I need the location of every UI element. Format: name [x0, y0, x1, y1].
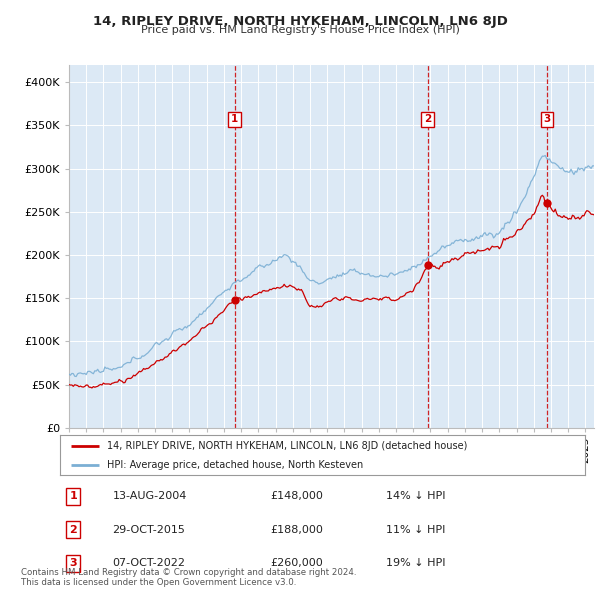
Text: 11% ↓ HPI: 11% ↓ HPI: [386, 525, 445, 535]
Text: 14, RIPLEY DRIVE, NORTH HYKEHAM, LINCOLN, LN6 8JD: 14, RIPLEY DRIVE, NORTH HYKEHAM, LINCOLN…: [92, 15, 508, 28]
Text: 1: 1: [69, 491, 77, 501]
Text: Contains HM Land Registry data © Crown copyright and database right 2024.
This d: Contains HM Land Registry data © Crown c…: [21, 568, 356, 587]
Text: £188,000: £188,000: [270, 525, 323, 535]
Text: Price paid vs. HM Land Registry's House Price Index (HPI): Price paid vs. HM Land Registry's House …: [140, 25, 460, 35]
Text: 19% ↓ HPI: 19% ↓ HPI: [386, 559, 445, 568]
Text: 3: 3: [70, 559, 77, 568]
Text: 2: 2: [424, 114, 431, 124]
Text: 13-AUG-2004: 13-AUG-2004: [113, 491, 187, 501]
Text: 1: 1: [231, 114, 238, 124]
Text: 07-OCT-2022: 07-OCT-2022: [113, 559, 185, 568]
Text: £148,000: £148,000: [270, 491, 323, 501]
Text: 29-OCT-2015: 29-OCT-2015: [113, 525, 185, 535]
Text: 14, RIPLEY DRIVE, NORTH HYKEHAM, LINCOLN, LN6 8JD (detached house): 14, RIPLEY DRIVE, NORTH HYKEHAM, LINCOLN…: [107, 441, 467, 451]
Text: 3: 3: [544, 114, 551, 124]
Text: 14% ↓ HPI: 14% ↓ HPI: [386, 491, 445, 501]
Text: HPI: Average price, detached house, North Kesteven: HPI: Average price, detached house, Nort…: [107, 460, 364, 470]
Text: £260,000: £260,000: [270, 559, 323, 568]
Text: 2: 2: [69, 525, 77, 535]
